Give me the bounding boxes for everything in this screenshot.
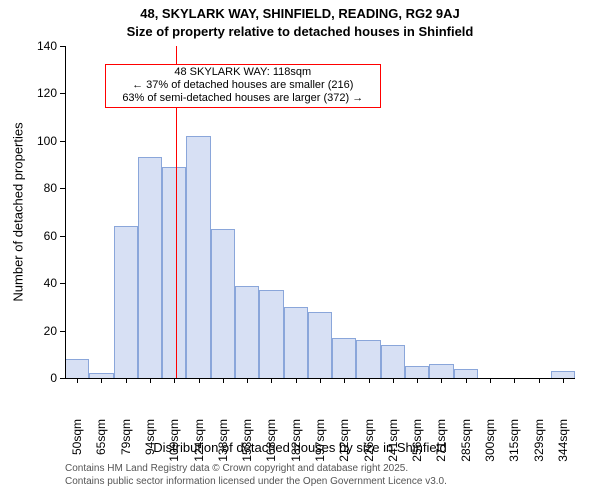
histogram-bar (405, 366, 429, 378)
title-line-1: 48, SKYLARK WAY, SHINFIELD, READING, RG2… (0, 6, 600, 21)
x-tick-mark (126, 378, 127, 383)
annotation-line-3: 63% of semi-detached houses are larger (… (108, 92, 378, 105)
y-tick-label: 120 (0, 86, 57, 100)
y-tick-mark (60, 46, 65, 47)
y-tick-label: 40 (0, 276, 57, 290)
x-tick-mark (563, 378, 564, 383)
histogram-bar (138, 157, 162, 378)
y-tick-mark (60, 331, 65, 332)
histogram-bar (284, 307, 308, 378)
x-tick-mark (393, 378, 394, 383)
y-tick-mark (60, 93, 65, 94)
y-tick-mark (60, 141, 65, 142)
histogram-bar (235, 286, 259, 378)
x-tick-mark (369, 378, 370, 383)
y-tick-mark (60, 236, 65, 237)
y-tick-label: 60 (0, 229, 57, 243)
x-tick-mark (441, 378, 442, 383)
histogram-bar (356, 340, 380, 378)
histogram-bar (65, 359, 89, 378)
histogram-bar (114, 226, 138, 378)
title-line-2: Size of property relative to detached ho… (0, 24, 600, 39)
histogram-bar (308, 312, 332, 378)
y-tick-mark (60, 378, 65, 379)
x-tick-mark (271, 378, 272, 383)
chart-container: 48, SKYLARK WAY, SHINFIELD, READING, RG2… (0, 0, 600, 500)
y-tick-label: 0 (0, 371, 57, 385)
annotation-line-1: 48 SKYLARK WAY: 118sqm (108, 66, 378, 79)
x-tick-mark (296, 378, 297, 383)
annotation-line-2: ← 37% of detached houses are smaller (21… (108, 79, 378, 92)
histogram-bar (211, 229, 235, 378)
histogram-bar (332, 338, 356, 378)
histogram-bar (429, 364, 453, 378)
histogram-bar (259, 290, 283, 378)
x-tick-mark (101, 378, 102, 383)
histogram-bar (162, 167, 186, 378)
x-tick-mark (320, 378, 321, 383)
x-tick-mark (199, 378, 200, 383)
x-tick-mark (466, 378, 467, 383)
x-tick-mark (417, 378, 418, 383)
y-axis (65, 46, 66, 378)
histogram-bar (454, 369, 478, 378)
footer-line-1: Contains HM Land Registry data © Crown c… (65, 463, 408, 474)
annotation-box: 48 SKYLARK WAY: 118sqm ← 37% of detached… (105, 64, 381, 108)
y-axis-label: Number of detached properties (11, 122, 26, 301)
x-tick-mark (344, 378, 345, 383)
y-tick-mark (60, 188, 65, 189)
x-axis-label: Distribution of detached houses by size … (0, 440, 600, 455)
y-tick-label: 20 (0, 324, 57, 338)
footer-line-2: Contains public sector information licen… (65, 476, 447, 487)
x-tick-mark (514, 378, 515, 383)
x-tick-mark (539, 378, 540, 383)
x-tick-mark (77, 378, 78, 383)
x-tick-mark (223, 378, 224, 383)
y-tick-mark (60, 283, 65, 284)
histogram-bar (186, 136, 210, 378)
y-tick-label: 140 (0, 39, 57, 53)
x-tick-mark (490, 378, 491, 383)
x-tick-mark (247, 378, 248, 383)
histogram-bar (381, 345, 405, 378)
y-tick-label: 100 (0, 134, 57, 148)
histogram-bar (551, 371, 575, 378)
y-tick-label: 80 (0, 181, 57, 195)
x-tick-mark (150, 378, 151, 383)
x-tick-mark (174, 378, 175, 383)
